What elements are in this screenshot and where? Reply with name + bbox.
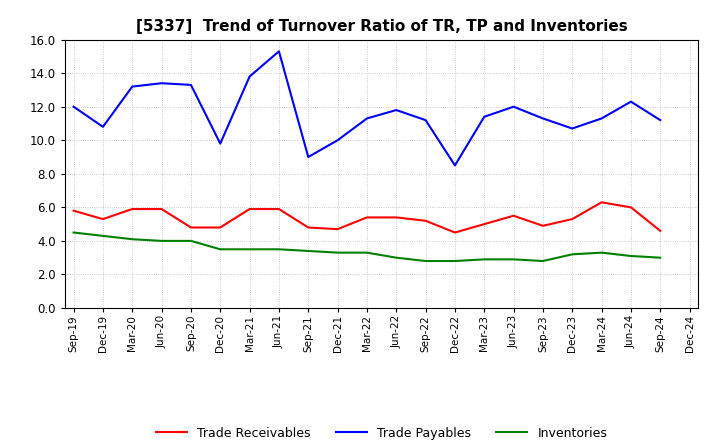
Trade Receivables xyxy=(598,200,606,205)
Inventories xyxy=(69,230,78,235)
Inventories xyxy=(626,253,635,259)
Trade Payables xyxy=(246,74,254,79)
Inventories xyxy=(480,257,489,262)
Inventories xyxy=(186,238,195,244)
Trade Receivables xyxy=(157,206,166,212)
Inventories xyxy=(363,250,372,255)
Trade Payables xyxy=(157,81,166,86)
Trade Payables xyxy=(421,117,430,123)
Inventories xyxy=(304,248,312,253)
Trade Payables xyxy=(539,116,547,121)
Inventories xyxy=(274,247,283,252)
Trade Receivables xyxy=(656,228,665,234)
Trade Payables xyxy=(186,82,195,88)
Inventories xyxy=(451,258,459,264)
Trade Receivables xyxy=(626,205,635,210)
Trade Payables xyxy=(598,116,606,121)
Inventories xyxy=(216,247,225,252)
Trade Payables xyxy=(568,126,577,131)
Trade Receivables xyxy=(274,206,283,212)
Trade Receivables xyxy=(451,230,459,235)
Trade Payables xyxy=(626,99,635,104)
Trade Receivables xyxy=(304,225,312,230)
Trade Payables xyxy=(216,141,225,146)
Trade Receivables xyxy=(363,215,372,220)
Line: Inventories: Inventories xyxy=(73,232,660,261)
Trade Receivables xyxy=(539,223,547,228)
Trade Receivables xyxy=(421,218,430,224)
Legend: Trade Receivables, Trade Payables, Inventories: Trade Receivables, Trade Payables, Inven… xyxy=(156,427,607,440)
Inventories xyxy=(392,255,400,260)
Trade Receivables xyxy=(480,221,489,227)
Line: Trade Receivables: Trade Receivables xyxy=(73,202,660,232)
Trade Receivables xyxy=(392,215,400,220)
Trade Receivables xyxy=(333,227,342,232)
Trade Receivables xyxy=(186,225,195,230)
Trade Receivables xyxy=(246,206,254,212)
Inventories xyxy=(509,257,518,262)
Inventories xyxy=(539,258,547,264)
Trade Payables xyxy=(69,104,78,109)
Inventories xyxy=(333,250,342,255)
Trade Receivables xyxy=(99,216,107,222)
Trade Payables xyxy=(451,163,459,168)
Trade Receivables xyxy=(568,216,577,222)
Trade Payables xyxy=(509,104,518,109)
Trade Payables xyxy=(363,116,372,121)
Trade Payables xyxy=(304,154,312,160)
Inventories xyxy=(421,258,430,264)
Inventories xyxy=(99,233,107,238)
Inventories xyxy=(598,250,606,255)
Trade Payables xyxy=(480,114,489,119)
Inventories xyxy=(568,252,577,257)
Inventories xyxy=(157,238,166,244)
Inventories xyxy=(128,237,137,242)
Trade Receivables xyxy=(509,213,518,218)
Trade Payables xyxy=(128,84,137,89)
Title: [5337]  Trend of Turnover Ratio of TR, TP and Inventories: [5337] Trend of Turnover Ratio of TR, TP… xyxy=(136,19,627,34)
Trade Payables xyxy=(392,107,400,113)
Inventories xyxy=(656,255,665,260)
Line: Trade Payables: Trade Payables xyxy=(73,51,660,165)
Trade Payables xyxy=(333,138,342,143)
Trade Payables xyxy=(274,49,283,54)
Trade Receivables xyxy=(128,206,137,212)
Trade Receivables xyxy=(216,225,225,230)
Inventories xyxy=(246,247,254,252)
Trade Receivables xyxy=(69,208,78,213)
Trade Payables xyxy=(99,124,107,129)
Trade Payables xyxy=(656,117,665,123)
